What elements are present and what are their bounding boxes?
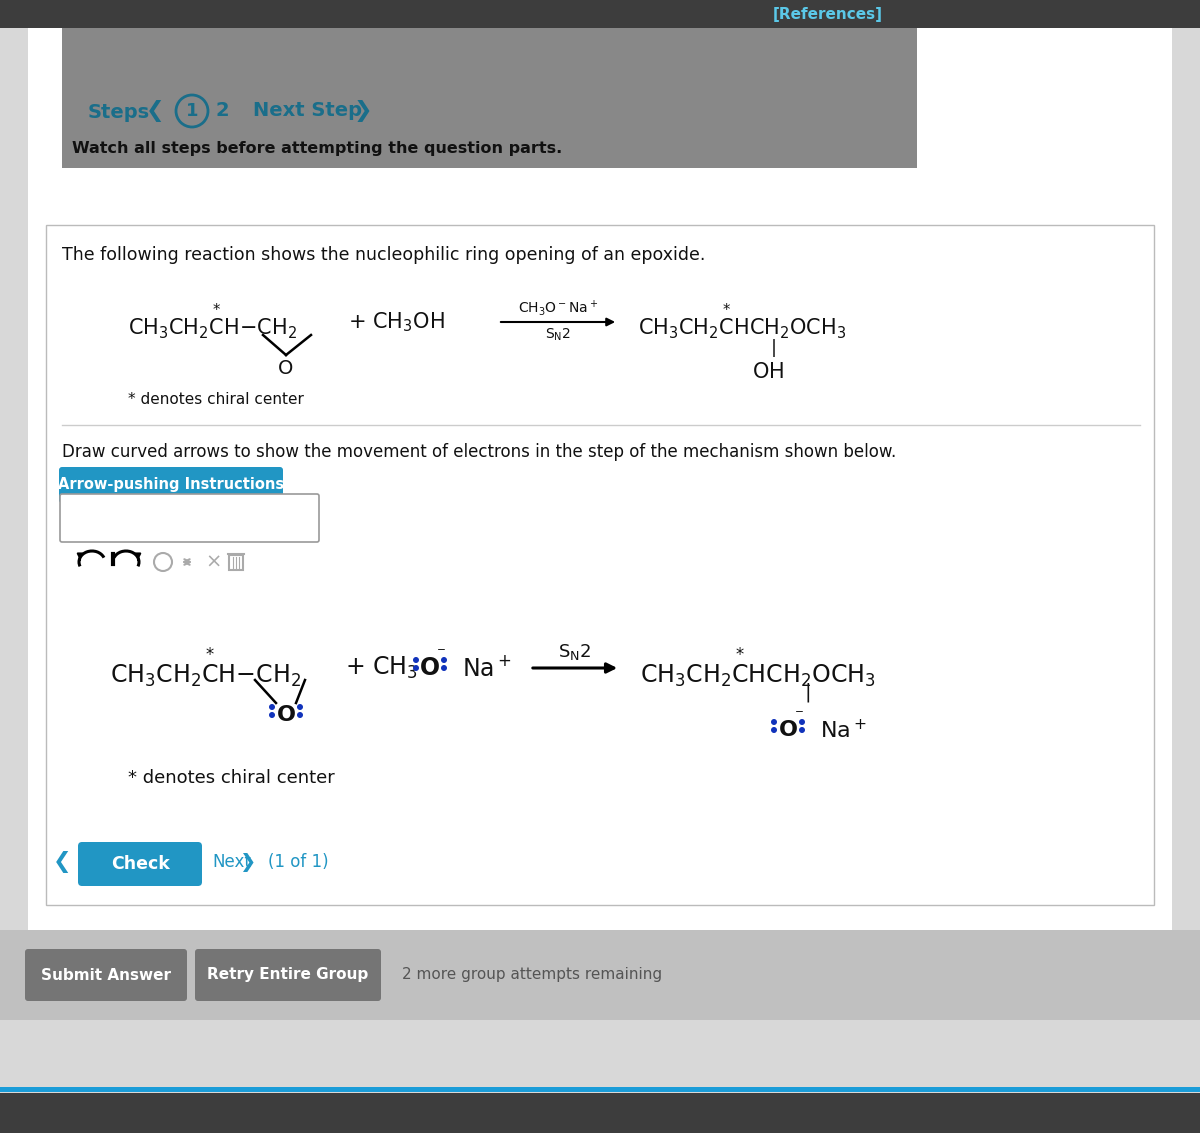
Text: Retry Entire Group: Retry Entire Group xyxy=(208,968,368,982)
Text: Next: Next xyxy=(212,853,251,871)
Text: $\mathsf{OH}$: $\mathsf{OH}$ xyxy=(752,363,784,382)
Text: $\mathsf{CH_3CH_2\overset{*}{C}H{-}CH_2}$: $\mathsf{CH_3CH_2\overset{*}{C}H{-}CH_2}… xyxy=(128,301,296,342)
Text: ❯: ❯ xyxy=(239,852,256,871)
Text: |: | xyxy=(805,682,811,701)
FancyBboxPatch shape xyxy=(25,949,187,1000)
Text: 2: 2 xyxy=(215,102,229,120)
Text: ×: × xyxy=(206,553,222,571)
Circle shape xyxy=(298,712,302,718)
Text: O: O xyxy=(779,719,798,740)
Circle shape xyxy=(442,665,446,671)
Text: O: O xyxy=(278,358,294,377)
Text: $\mathsf{CH_3CH_2\overset{*}{C}H{-}CH_2}$: $\mathsf{CH_3CH_2\overset{*}{C}H{-}CH_2}… xyxy=(110,646,301,690)
Text: Next Step: Next Step xyxy=(253,102,362,120)
Text: $\mathsf{^-}$: $\mathsf{^-}$ xyxy=(434,647,446,662)
Circle shape xyxy=(799,727,805,733)
Text: $\mathsf{CH_3CH_2\overset{*}{C}HCH_2OCH_3}$: $\mathsf{CH_3CH_2\overset{*}{C}HCH_2OCH_… xyxy=(640,646,876,690)
Text: $\mathsf{S_N2}$: $\mathsf{S_N2}$ xyxy=(545,326,571,343)
Circle shape xyxy=(269,712,275,718)
FancyBboxPatch shape xyxy=(46,225,1154,905)
Text: |: | xyxy=(772,339,778,357)
Text: $\mathsf{CH_3O^-Na^+}$: $\mathsf{CH_3O^-Na^+}$ xyxy=(518,298,598,318)
Text: * denotes chiral center: * denotes chiral center xyxy=(128,392,304,408)
Text: Arrow-pushing Instructions: Arrow-pushing Instructions xyxy=(58,477,284,493)
Bar xyxy=(0,0,1200,28)
Text: $\mathsf{CH_3CH_2\overset{*}{C}HCH_2OCH_3}$: $\mathsf{CH_3CH_2\overset{*}{C}HCH_2OCH_… xyxy=(638,301,846,342)
Bar xyxy=(0,1093,1200,1133)
Circle shape xyxy=(269,704,275,710)
Circle shape xyxy=(772,727,778,733)
Text: $\mathsf{+ \ CH_3}$: $\mathsf{+ \ CH_3}$ xyxy=(346,655,418,681)
Text: O: O xyxy=(420,656,440,680)
Text: $\mathsf{Na^+}$: $\mathsf{Na^+}$ xyxy=(462,656,511,681)
Text: Steps: Steps xyxy=(88,102,150,121)
Circle shape xyxy=(442,657,446,663)
Text: $\mathsf{S_N2}$: $\mathsf{S_N2}$ xyxy=(558,642,592,662)
Text: ❮: ❮ xyxy=(145,100,164,122)
Text: (1 of 1): (1 of 1) xyxy=(268,853,329,871)
Bar xyxy=(62,28,917,168)
Text: 1: 1 xyxy=(186,102,198,120)
Text: $\mathsf{^-}$: $\mathsf{^-}$ xyxy=(792,708,804,724)
Bar xyxy=(28,28,1172,1020)
Text: Submit Answer: Submit Answer xyxy=(41,968,172,982)
FancyBboxPatch shape xyxy=(229,555,242,570)
Bar xyxy=(0,930,1200,1020)
Text: ❮: ❮ xyxy=(53,851,71,874)
Text: 2 more group attempts remaining: 2 more group attempts remaining xyxy=(402,968,662,982)
Text: $\mathsf{+ \ CH_3OH}$: $\mathsf{+ \ CH_3OH}$ xyxy=(348,310,445,334)
Circle shape xyxy=(413,665,419,671)
Text: O: O xyxy=(276,705,295,725)
Text: The following reaction shows the nucleophilic ring opening of an epoxide.: The following reaction shows the nucleop… xyxy=(62,246,706,264)
Circle shape xyxy=(413,657,419,663)
Bar xyxy=(0,1087,1200,1092)
FancyBboxPatch shape xyxy=(60,494,319,542)
FancyBboxPatch shape xyxy=(59,467,283,503)
Text: ❯: ❯ xyxy=(354,100,372,122)
Text: Watch all steps before attempting the question parts.: Watch all steps before attempting the qu… xyxy=(72,140,563,155)
Text: * denotes chiral center: * denotes chiral center xyxy=(128,769,335,787)
Text: Draw curved arrows to show the movement of electrons in the step of the mechanis: Draw curved arrows to show the movement … xyxy=(62,443,896,461)
Circle shape xyxy=(799,719,805,725)
FancyBboxPatch shape xyxy=(194,949,382,1000)
Text: $\mathsf{Na^+}$: $\mathsf{Na^+}$ xyxy=(820,718,866,742)
Text: Check: Check xyxy=(110,855,169,874)
FancyBboxPatch shape xyxy=(78,842,202,886)
Circle shape xyxy=(772,719,778,725)
Text: [References]: [References] xyxy=(773,7,883,22)
Circle shape xyxy=(298,704,302,710)
